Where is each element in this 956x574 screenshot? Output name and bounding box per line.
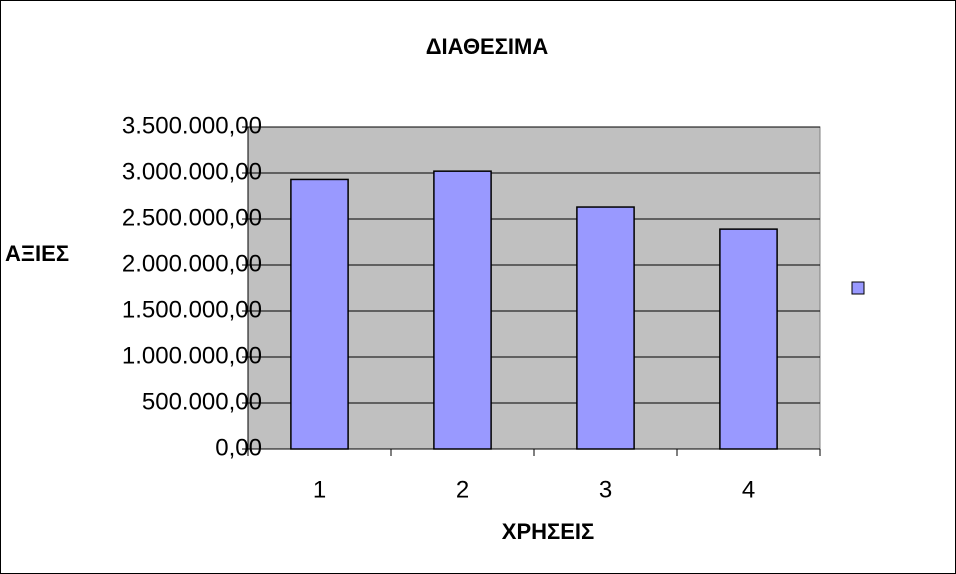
y-tick-label: 1.000.000,00 (122, 342, 262, 369)
y-tick-label: 0,00 (215, 434, 262, 461)
bar (290, 178, 349, 450)
y-tick-label: 1.500.000,00 (122, 296, 262, 323)
bar (719, 228, 778, 450)
y-tick-label: 2.500.000,00 (122, 204, 262, 231)
x-tick-label: 4 (742, 476, 755, 503)
x-tick-label: 1 (313, 476, 326, 503)
chart-title: ΔΙΑΘΕΣΙΜΑ (426, 34, 549, 59)
bar (576, 206, 635, 450)
x-tick-label: 2 (456, 476, 469, 503)
x-tick-label: 3 (599, 476, 612, 503)
legend-swatch (851, 281, 865, 295)
x-axis-title: ΧΡΗΣΕΙΣ (502, 519, 594, 544)
y-tick-label: 3.500.000,00 (122, 112, 262, 139)
y-tick-label: 3.000.000,00 (122, 158, 262, 185)
y-tick-label: 2.000.000,00 (122, 250, 262, 277)
y-axis-title: ΑΞΙΕΣ (5, 241, 69, 266)
bar (433, 170, 492, 450)
y-tick-label: 500.000,00 (142, 388, 262, 415)
